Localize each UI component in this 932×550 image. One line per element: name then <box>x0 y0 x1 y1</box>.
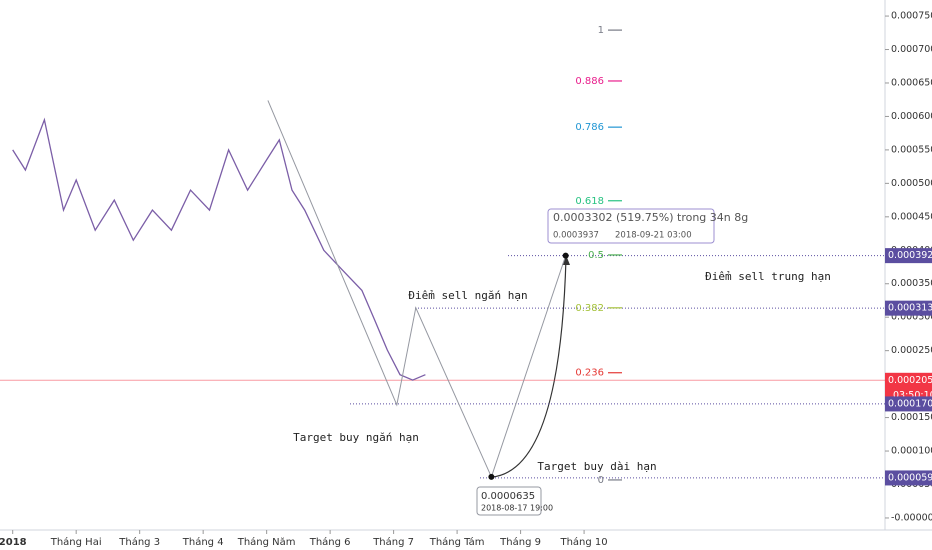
y-tick-label: 0.0003000 <box>891 312 932 323</box>
price-tag-label: 0.0001704 <box>888 398 932 409</box>
fib-label: 0.786 <box>575 122 604 133</box>
fib-label: 0.886 <box>575 76 604 87</box>
x-tick-label: Tháng Tám <box>429 536 485 548</box>
fib-label: 1 <box>598 25 604 36</box>
x-tick-label: Tháng 4 <box>182 536 224 548</box>
fib-label: 0 <box>598 475 604 486</box>
measure-price: 0.0003937 <box>553 231 599 241</box>
x-tick-label: Tháng Hai <box>50 536 102 548</box>
price-tag-label: 0.0003135 <box>888 303 932 314</box>
x-tick-label: Tháng 10 <box>559 536 607 548</box>
y-tick-label: 0.0004500 <box>891 211 932 222</box>
arrow-curve <box>491 257 567 478</box>
x-tick-label: Tháng 7 <box>372 536 414 548</box>
y-tick-label: 0.0006000 <box>891 111 932 122</box>
y-tick-label: 0.0002500 <box>891 345 932 356</box>
y-tick-label: 0.0005500 <box>891 144 932 155</box>
low-box <box>476 486 542 516</box>
y-tick-label: 0.0001000 <box>891 446 932 457</box>
point <box>562 252 569 259</box>
price-line-series <box>12 117 426 381</box>
price-tag <box>885 470 932 486</box>
price-tag <box>885 396 932 412</box>
y-tick-label: -0.0000000 <box>891 512 932 523</box>
price-tag-label: 0.0002057 <box>888 375 932 386</box>
fib-label: 0.618 <box>575 196 604 207</box>
fib-label: 0.5 <box>588 250 604 261</box>
x-tick-label: 2018 <box>0 537 27 548</box>
fib-label: 0.382 <box>575 303 604 314</box>
price-tag <box>885 248 932 264</box>
annotation: Điểm sell ngắn hạn <box>408 289 527 302</box>
x-tick-label: Tháng Năm <box>237 536 296 548</box>
x-tick-label: Tháng 9 <box>499 536 541 548</box>
low-date: 2018-08-17 19:00 <box>481 504 553 513</box>
measure-box <box>547 208 715 244</box>
projection-line <box>267 100 567 479</box>
x-tick-label: Tháng 3 <box>118 536 160 548</box>
y-tick-label: 0.0007000 <box>891 44 932 55</box>
low-price: 0.0000635 <box>481 491 535 502</box>
price-tag-label: 0.0000598 <box>888 472 932 483</box>
fib-label: 0.236 <box>575 368 604 379</box>
y-tick-label: 0.0006500 <box>891 77 932 88</box>
measure-date: 2018-09-21 03:00 <box>615 231 692 241</box>
point <box>488 473 495 480</box>
price-tag <box>885 300 932 316</box>
annotation: Target buy dài hạn <box>537 460 656 473</box>
x-tick-label: Tháng 6 <box>309 536 351 548</box>
y-tick-label: 0.0007500 <box>891 11 932 22</box>
annotation: Điểm sell trung hạn <box>705 270 831 283</box>
annotation: Target buy ngắn hạn <box>293 431 419 444</box>
timer: 03:50:10 <box>893 390 932 401</box>
arrow-head <box>562 255 570 265</box>
measure-change: 0.0003302 (519.75%) trong 34n 8g <box>553 211 748 224</box>
y-tick-label: 0.0003500 <box>891 278 932 289</box>
y-tick-label: 0.0005000 <box>891 178 932 189</box>
y-tick-label: 0.0001500 <box>891 412 932 423</box>
